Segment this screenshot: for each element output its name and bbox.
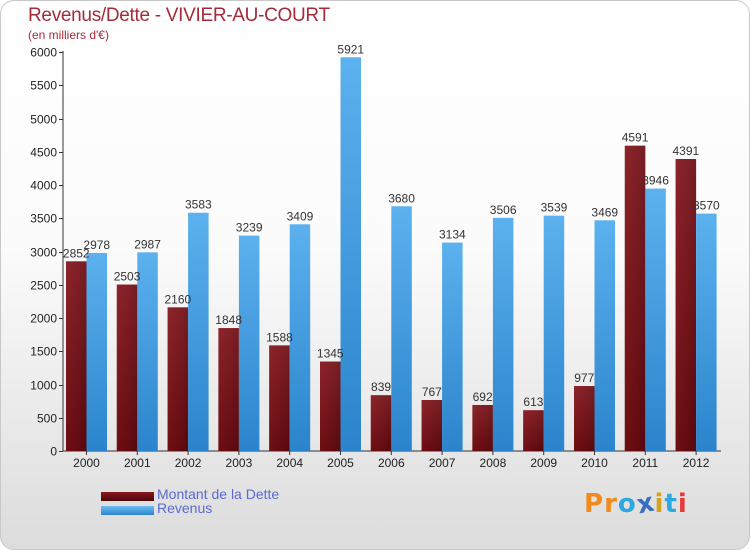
legend-swatch-dette bbox=[101, 492, 154, 501]
bar-revenus-2008 bbox=[492, 217, 514, 451]
bar-revenus-2004 bbox=[289, 224, 311, 451]
data-label-dette-2009: 613 bbox=[523, 395, 543, 409]
bar-dette-shade-2002 bbox=[167, 307, 189, 451]
data-label-dette-2003: 1848 bbox=[215, 313, 242, 327]
data-label-dette-2004: 1588 bbox=[266, 330, 293, 344]
data-label-dette-2007: 767 bbox=[422, 385, 442, 399]
y-tick-label: 4000 bbox=[30, 179, 57, 193]
data-label-dette-2005: 1345 bbox=[317, 347, 344, 361]
data-label-revenus-2008: 3506 bbox=[490, 203, 517, 217]
x-tick-label: 2001 bbox=[124, 456, 151, 470]
y-tick-label: 1000 bbox=[30, 379, 57, 393]
x-tick-label: 2000 bbox=[73, 456, 100, 470]
bar-dette-shade-2007 bbox=[421, 399, 443, 451]
y-tick-label: 2000 bbox=[30, 312, 57, 326]
data-label-revenus-2000: 2978 bbox=[83, 238, 110, 252]
y-tick-label: 5500 bbox=[30, 79, 57, 93]
bar-dette-shade-2012 bbox=[675, 158, 697, 451]
bar-dette-shade-2010 bbox=[574, 386, 595, 451]
x-tick-label: 2008 bbox=[480, 456, 507, 470]
data-label-dette-2006: 839 bbox=[371, 380, 391, 394]
legend-swatch-revenus bbox=[101, 506, 154, 515]
x-tick-label: 2005 bbox=[327, 456, 354, 470]
x-tick-label: 2004 bbox=[276, 456, 303, 470]
bar-dette-shade-2009 bbox=[523, 410, 544, 451]
chart-title: Revenus/Dette - VIVIER-AU-COURT bbox=[28, 5, 330, 26]
y-tick-label: 500 bbox=[37, 412, 57, 426]
data-label-revenus-2009: 3539 bbox=[541, 201, 568, 215]
data-label-revenus-2004: 3409 bbox=[287, 209, 314, 223]
bar-dette-shade-2008 bbox=[472, 404, 493, 451]
bar-revenus-2007 bbox=[442, 242, 463, 451]
x-tick-label: 2010 bbox=[581, 456, 608, 470]
y-tick-label: 2500 bbox=[30, 279, 57, 293]
bar-revenus-2003 bbox=[238, 235, 260, 451]
bar-revenus-2010 bbox=[594, 220, 615, 451]
data-label-dette-2001: 2503 bbox=[114, 270, 141, 284]
y-tick-label: 1500 bbox=[30, 345, 57, 359]
x-tick-label: 2007 bbox=[429, 456, 456, 470]
data-label-revenus-2002: 3583 bbox=[185, 198, 212, 212]
data-label-revenus-2006: 3680 bbox=[388, 191, 415, 205]
logo-letter: o bbox=[617, 489, 637, 519]
bar-dette-shade-2004 bbox=[269, 345, 290, 451]
logo-letter: r bbox=[604, 489, 618, 519]
y-tick-label: 5000 bbox=[30, 113, 57, 127]
logo-letter: i bbox=[654, 489, 665, 519]
x-tick-label: 2009 bbox=[530, 456, 557, 470]
bar-revenus-2006 bbox=[391, 206, 412, 451]
y-tick-label: 4500 bbox=[30, 146, 57, 160]
data-label-revenus-2011: 3946 bbox=[642, 174, 669, 188]
data-label-dette-2002: 2160 bbox=[164, 292, 191, 306]
bar-dette-shade-2000 bbox=[66, 261, 87, 451]
bar-dette-shade-2011 bbox=[624, 145, 646, 452]
bar-dette-shade-2005 bbox=[320, 361, 341, 451]
logo-letter: t bbox=[664, 489, 678, 519]
chart-subtitle: (en milliers d'€) bbox=[28, 28, 109, 42]
bar-revenus-2011 bbox=[645, 188, 666, 451]
legend-label-dette: Montant de la Dette bbox=[157, 486, 280, 502]
y-tick-label: 0 bbox=[50, 445, 57, 459]
bar-revenus-2002 bbox=[188, 212, 209, 451]
y-tick-label: 6000 bbox=[30, 46, 57, 60]
bar-revenus-2000 bbox=[86, 252, 107, 451]
x-tick-label: 2006 bbox=[378, 456, 405, 470]
logo-letter: P bbox=[584, 489, 605, 519]
x-tick-label: 2012 bbox=[683, 456, 710, 470]
bar-revenus-2012 bbox=[696, 213, 717, 451]
bar-dette-shade-2003 bbox=[218, 328, 239, 451]
bar-dette-shade-2001 bbox=[116, 284, 138, 451]
x-tick-label: 2011 bbox=[632, 456, 658, 470]
x-tick-label: 2003 bbox=[226, 456, 253, 470]
data-label-dette-2010: 977 bbox=[574, 371, 594, 385]
bar-revenus-2001 bbox=[137, 252, 158, 451]
data-label-revenus-2005: 5921 bbox=[337, 42, 364, 56]
x-tick-label: 2002 bbox=[175, 456, 202, 470]
y-tick-label: 3500 bbox=[30, 212, 57, 226]
data-label-dette-2008: 692 bbox=[473, 390, 493, 404]
y-tick-label: 3000 bbox=[30, 246, 57, 260]
data-label-dette-2011: 4591 bbox=[622, 131, 649, 145]
data-label-revenus-2007: 3134 bbox=[439, 228, 466, 242]
data-label-dette-2000: 2852 bbox=[63, 246, 90, 260]
bar-revenus-2009 bbox=[543, 215, 565, 451]
data-label-dette-2012: 4391 bbox=[672, 144, 699, 158]
data-label-revenus-2003: 3239 bbox=[236, 221, 263, 235]
legend-label-revenus: Revenus bbox=[157, 500, 213, 516]
bar-revenus-2005 bbox=[340, 57, 361, 451]
data-label-revenus-2010: 3469 bbox=[591, 205, 618, 219]
data-label-revenus-2012: 3570 bbox=[693, 199, 720, 213]
bar-dette-shade-2006 bbox=[370, 395, 392, 451]
logo-letter: i bbox=[677, 489, 688, 519]
proxiti-logo: Proxiti bbox=[584, 487, 688, 520]
data-label-revenus-2001: 2987 bbox=[134, 237, 161, 251]
